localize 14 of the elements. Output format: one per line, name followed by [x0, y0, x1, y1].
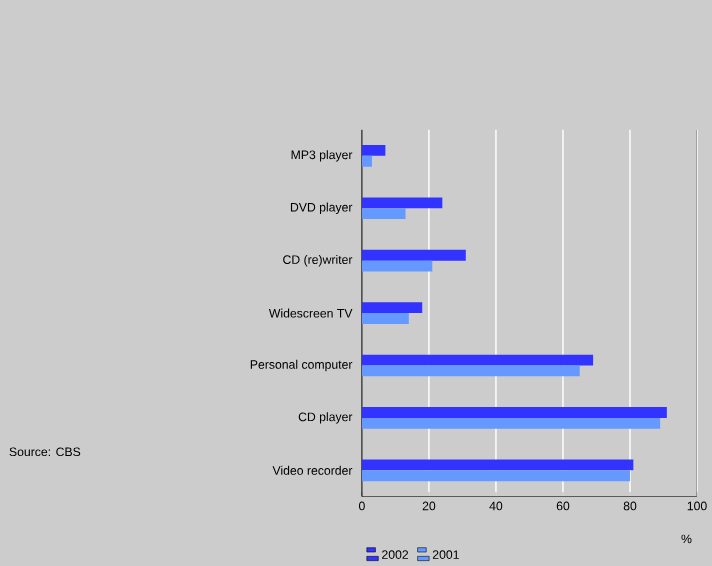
bar	[361, 365, 580, 376]
bar	[361, 249, 466, 261]
bar	[361, 459, 634, 470]
bar	[361, 469, 630, 481]
bar	[361, 301, 423, 313]
bar	[361, 417, 661, 429]
bar	[361, 144, 386, 156]
bar	[361, 312, 409, 324]
bar	[361, 406, 667, 418]
bar	[361, 155, 372, 167]
bar	[361, 197, 443, 208]
bar	[361, 207, 406, 219]
bar	[361, 260, 433, 272]
bar	[361, 354, 594, 366]
